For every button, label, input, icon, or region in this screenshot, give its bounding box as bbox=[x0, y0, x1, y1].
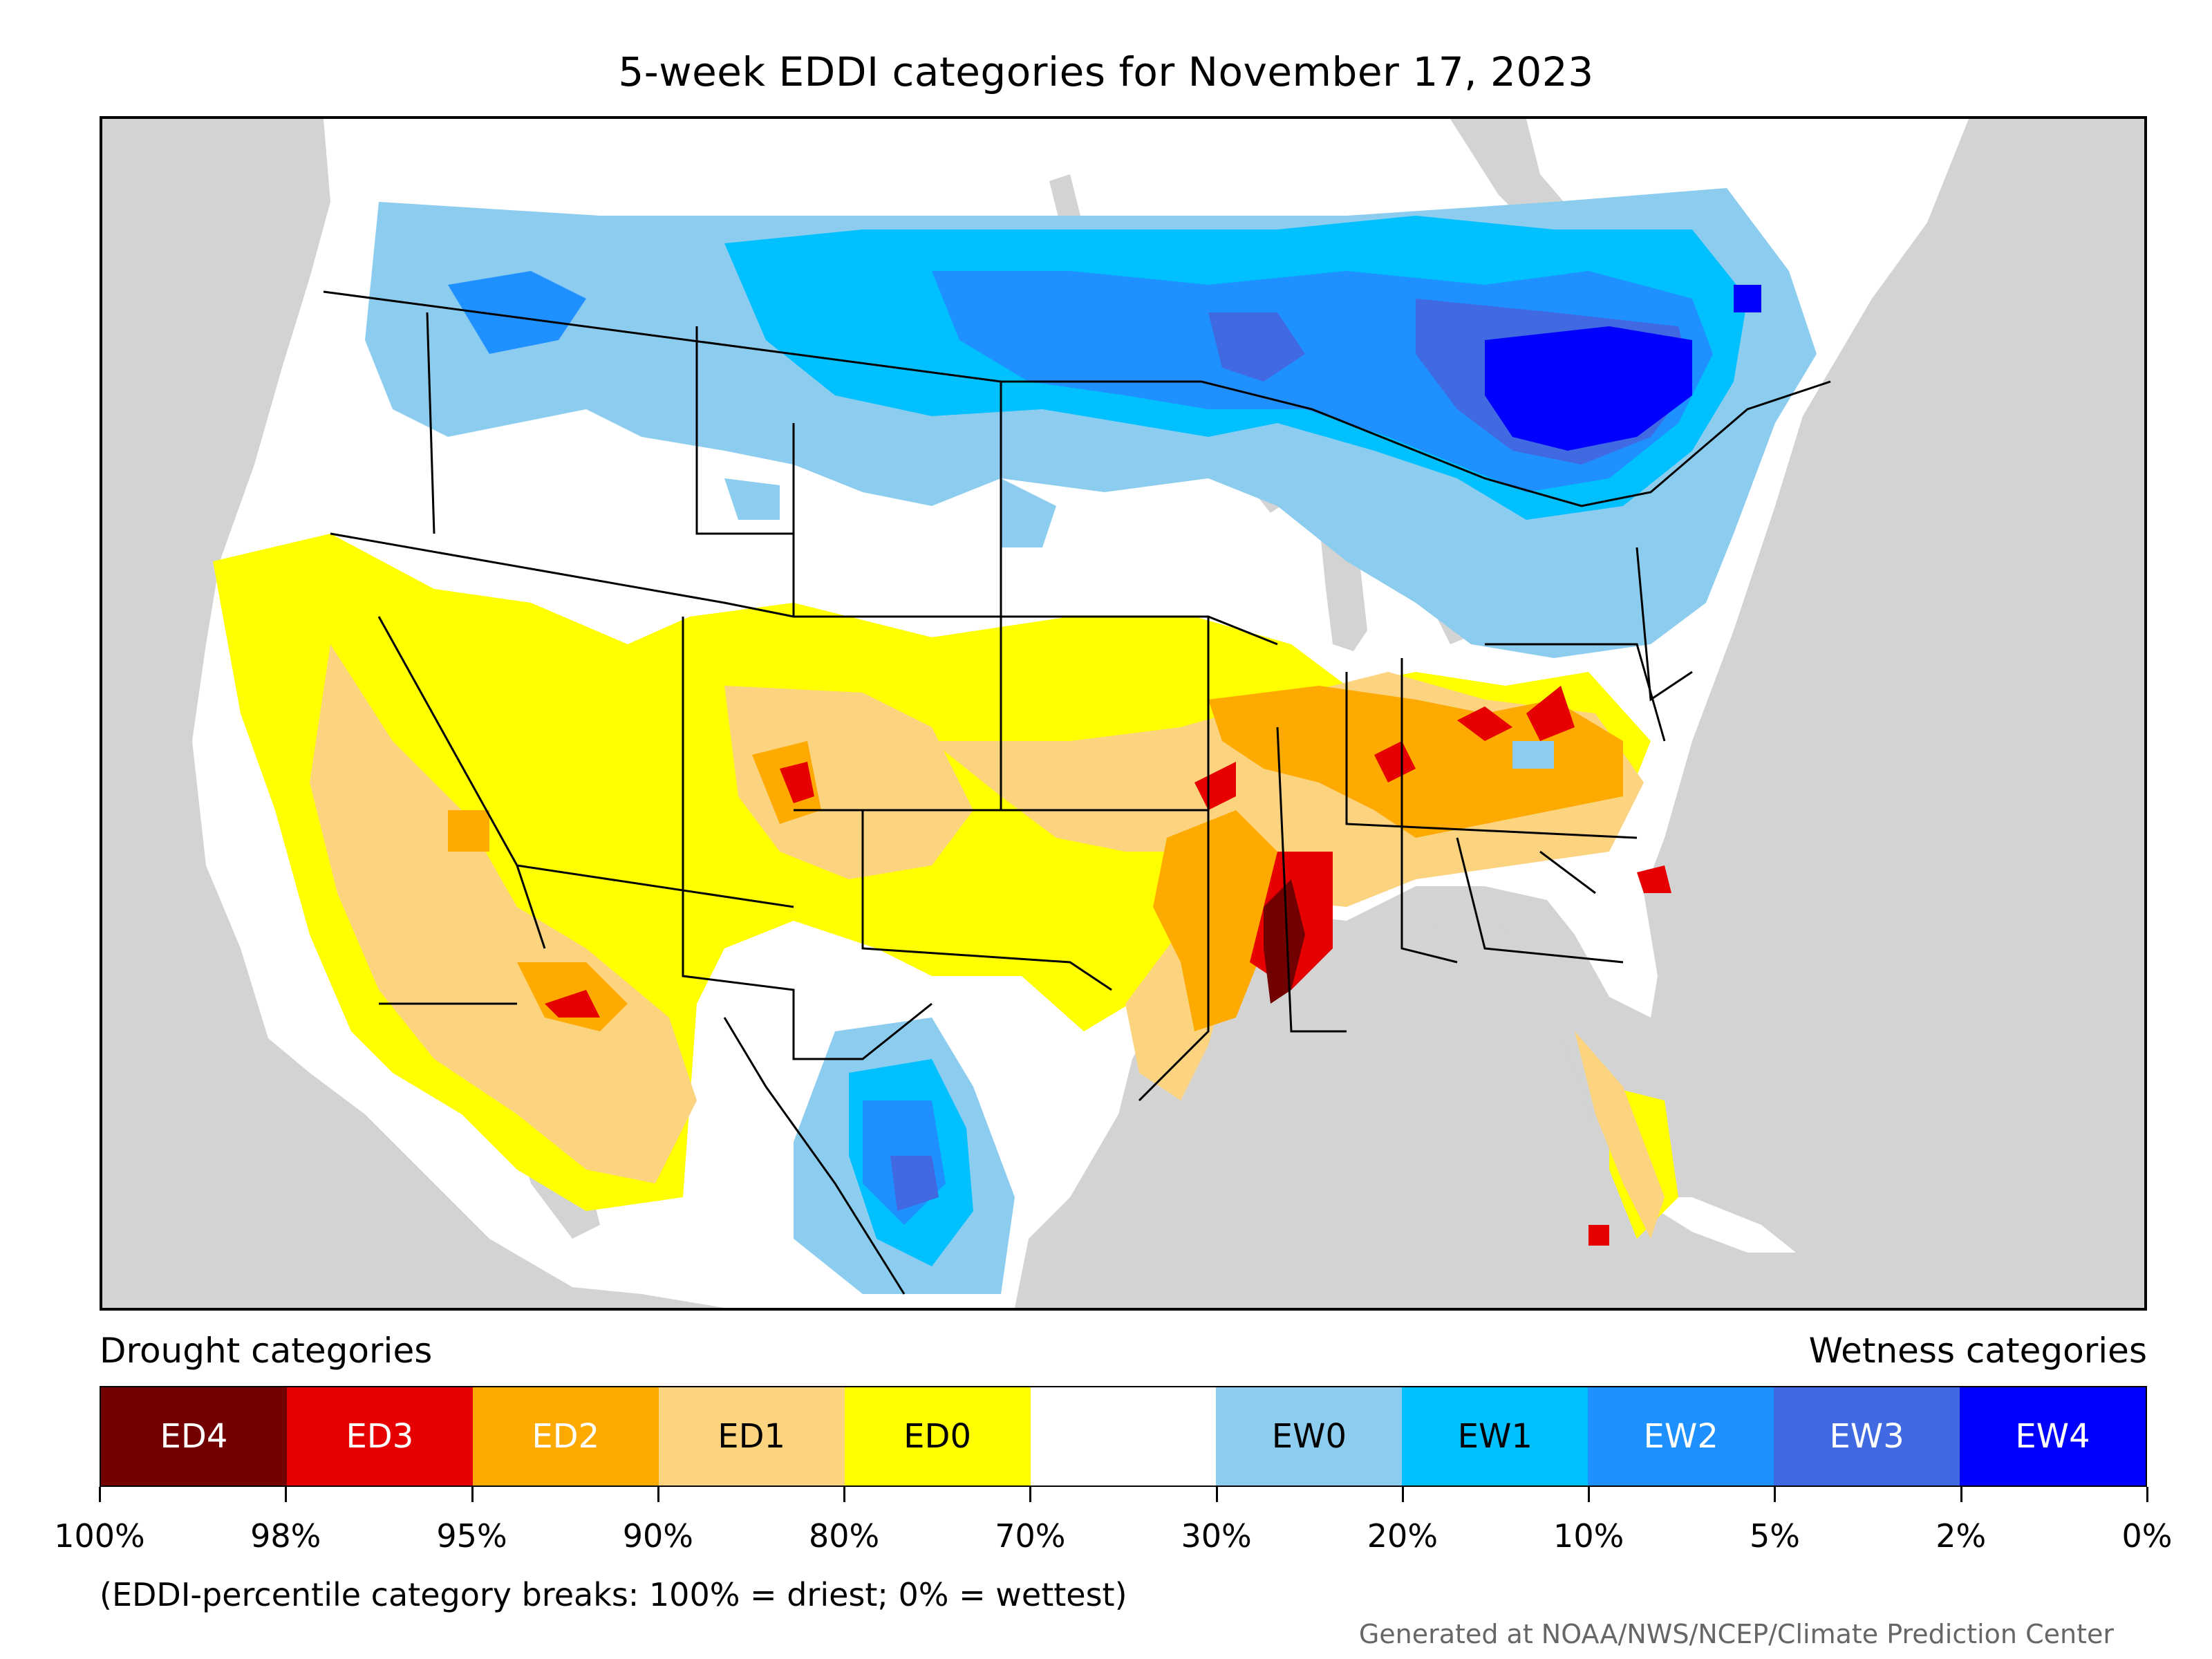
colorbar-tick bbox=[843, 1487, 846, 1502]
colorbar-tick bbox=[657, 1487, 659, 1502]
colorbar-cell-ew3: EW3 bbox=[1774, 1387, 1960, 1485]
colorbar-tick-label: 2% bbox=[1936, 1517, 1987, 1555]
boundaries bbox=[323, 290, 1831, 1295]
colorbar-tick-label: 10% bbox=[1553, 1517, 1624, 1555]
colorbar-cell-ew1: EW1 bbox=[1402, 1387, 1588, 1485]
colorbar-cell-normal bbox=[1030, 1387, 1217, 1485]
category-breaks-note: (EDDI-percentile category breaks: 100% =… bbox=[100, 1576, 1127, 1613]
colorbar-tick bbox=[1774, 1487, 1777, 1502]
colorbar-cell-ed3: ED3 bbox=[286, 1387, 473, 1485]
colorbar-cell-ew4: EW4 bbox=[1960, 1387, 2146, 1485]
colorbar-tick bbox=[1588, 1487, 1591, 1502]
colorbar-tick bbox=[1960, 1487, 1962, 1502]
cuba bbox=[1637, 1197, 1796, 1253]
credit-line: Generated at NOAA/NWS/NCEP/Climate Predi… bbox=[1358, 1619, 2114, 1649]
colorbar-tick bbox=[2146, 1487, 2148, 1502]
eddi-map bbox=[100, 116, 2147, 1311]
colorbar-tick bbox=[471, 1487, 474, 1502]
colorbar-tick-label: 5% bbox=[1749, 1517, 1800, 1555]
ed4-area bbox=[1264, 879, 1305, 1004]
colorbar-tick-label: 20% bbox=[1367, 1517, 1438, 1555]
colorbar-tick-label: 100% bbox=[54, 1517, 145, 1555]
colorbar-tick-label: 98% bbox=[250, 1517, 321, 1555]
colorbar-cell-ed1: ED1 bbox=[658, 1387, 845, 1485]
drought-categories-heading: Drought categories bbox=[100, 1331, 433, 1371]
map-title: 5-week EDDI categories for November 17, … bbox=[618, 48, 1594, 95]
wetness-categories-heading: Wetness categories bbox=[1808, 1331, 2147, 1371]
colorbar-tick-label: 70% bbox=[995, 1517, 1066, 1555]
colorbar-tick bbox=[285, 1487, 288, 1502]
colorbar-tick-label: 80% bbox=[808, 1517, 880, 1555]
colorbar-ticks bbox=[99, 1487, 2148, 1508]
colorbar-tick-label: 0% bbox=[2121, 1517, 2173, 1555]
colorbar-cell-ed2: ED2 bbox=[472, 1387, 659, 1485]
colorbar-tick bbox=[1215, 1487, 1218, 1502]
category-colorbar: ED4 ED3 ED2 ED1 ED0 EW0 EW1 EW2 EW3 EW4 bbox=[100, 1386, 2147, 1487]
map-canvas bbox=[102, 119, 1969, 1308]
colorbar-tick-label: 95% bbox=[436, 1517, 507, 1555]
colorbar-cell-ew2: EW2 bbox=[1588, 1387, 1774, 1485]
colorbar-cell-ed0: ED0 bbox=[844, 1387, 1031, 1485]
colorbar-tick-label: 90% bbox=[622, 1517, 693, 1555]
ew4-areas bbox=[1485, 285, 1761, 451]
colorbar-cell-ew0: EW0 bbox=[1216, 1387, 1403, 1485]
colorbar-tick bbox=[1029, 1487, 1032, 1502]
colorbar-tick-label: 30% bbox=[1181, 1517, 1252, 1555]
colorbar-cell-ed4: ED4 bbox=[101, 1387, 287, 1485]
colorbar-tick bbox=[1401, 1487, 1404, 1502]
colorbar-tick bbox=[99, 1487, 101, 1502]
